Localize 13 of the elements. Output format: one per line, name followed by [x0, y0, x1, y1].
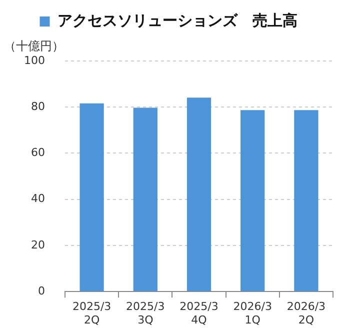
x-tick-label: 2025/3 3Q — [126, 300, 165, 326]
legend-label: アクセスソリューションズ 売上高 — [57, 11, 298, 30]
y-tick-label: 20 — [30, 238, 45, 252]
y-tick-label: 60 — [30, 146, 45, 160]
y-tick-label: 100 — [24, 54, 45, 67]
x-tick-label: 2026/3 1Q — [233, 300, 272, 326]
y-tick-label: 0 — [38, 284, 45, 298]
x-tick-label: 2025/3 4Q — [180, 300, 218, 326]
x-tick-label: 2025/3 2Q — [72, 300, 112, 326]
y-tick-label: 80 — [30, 100, 45, 113]
y-tick-label: 40 — [30, 192, 45, 206]
x-tick-label: 2026/3 2Q — [286, 300, 326, 326]
y-axis-title: （十億円） — [4, 39, 64, 54]
